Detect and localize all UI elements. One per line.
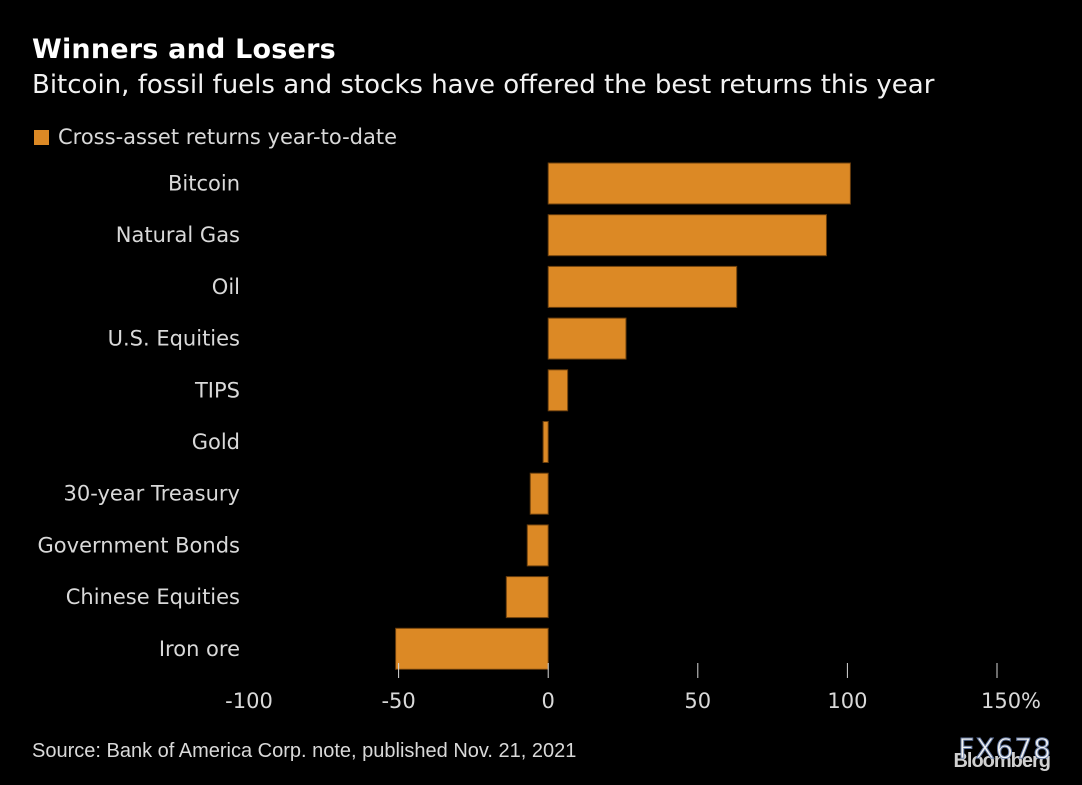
legend-swatch <box>34 129 49 145</box>
category-label: Natural Gas <box>116 223 240 247</box>
x-tick-label: 0 <box>542 689 555 713</box>
legend: Cross-asset returns year-to-date <box>34 125 397 149</box>
category-label: Chinese Equities <box>66 585 240 609</box>
category-label: Oil <box>212 275 240 299</box>
bar-tips <box>547 369 569 412</box>
x-tick-label: 100 <box>827 689 867 713</box>
category-label: Gold <box>192 430 240 454</box>
category-label: Government Bonds <box>38 533 240 557</box>
bar-gold <box>542 421 549 463</box>
x-tick-label: 150% <box>981 689 1041 713</box>
legend-label: Cross-asset returns year-to-date <box>58 125 398 149</box>
bar-u-s-equities <box>547 317 627 360</box>
chart-title: Winners and Losers <box>32 34 336 65</box>
category-label: Bitcoin <box>168 172 240 196</box>
bar-chinese-equities <box>505 576 549 619</box>
bar-government-bonds <box>526 524 549 567</box>
category-label: TIPS <box>194 378 240 402</box>
category-label: Iron ore <box>159 637 240 661</box>
fx678-watermark: FX678 <box>958 732 1052 766</box>
category-label: 30-year Treasury <box>64 482 240 506</box>
chart-subtitle: Bitcoin, fossil fuels and stocks have of… <box>32 70 935 100</box>
bar-iron-ore <box>395 627 549 670</box>
x-tick-label: -50 <box>381 689 415 713</box>
source-note: Source: Bank of America Corp. note, publ… <box>32 740 577 762</box>
bar-30-year-treasury <box>529 472 549 515</box>
bar-bitcoin <box>547 162 851 205</box>
bar-oil <box>547 265 738 308</box>
bar-natural-gas <box>547 214 827 257</box>
x-tick-label: -100 <box>225 689 273 713</box>
bloomberg-logo: Bloomberg <box>953 750 1051 772</box>
x-tick-label: 50 <box>684 689 711 713</box>
watermark: Bloomberg FX678 <box>922 732 1052 777</box>
category-label: U.S. Equities <box>108 327 240 351</box>
